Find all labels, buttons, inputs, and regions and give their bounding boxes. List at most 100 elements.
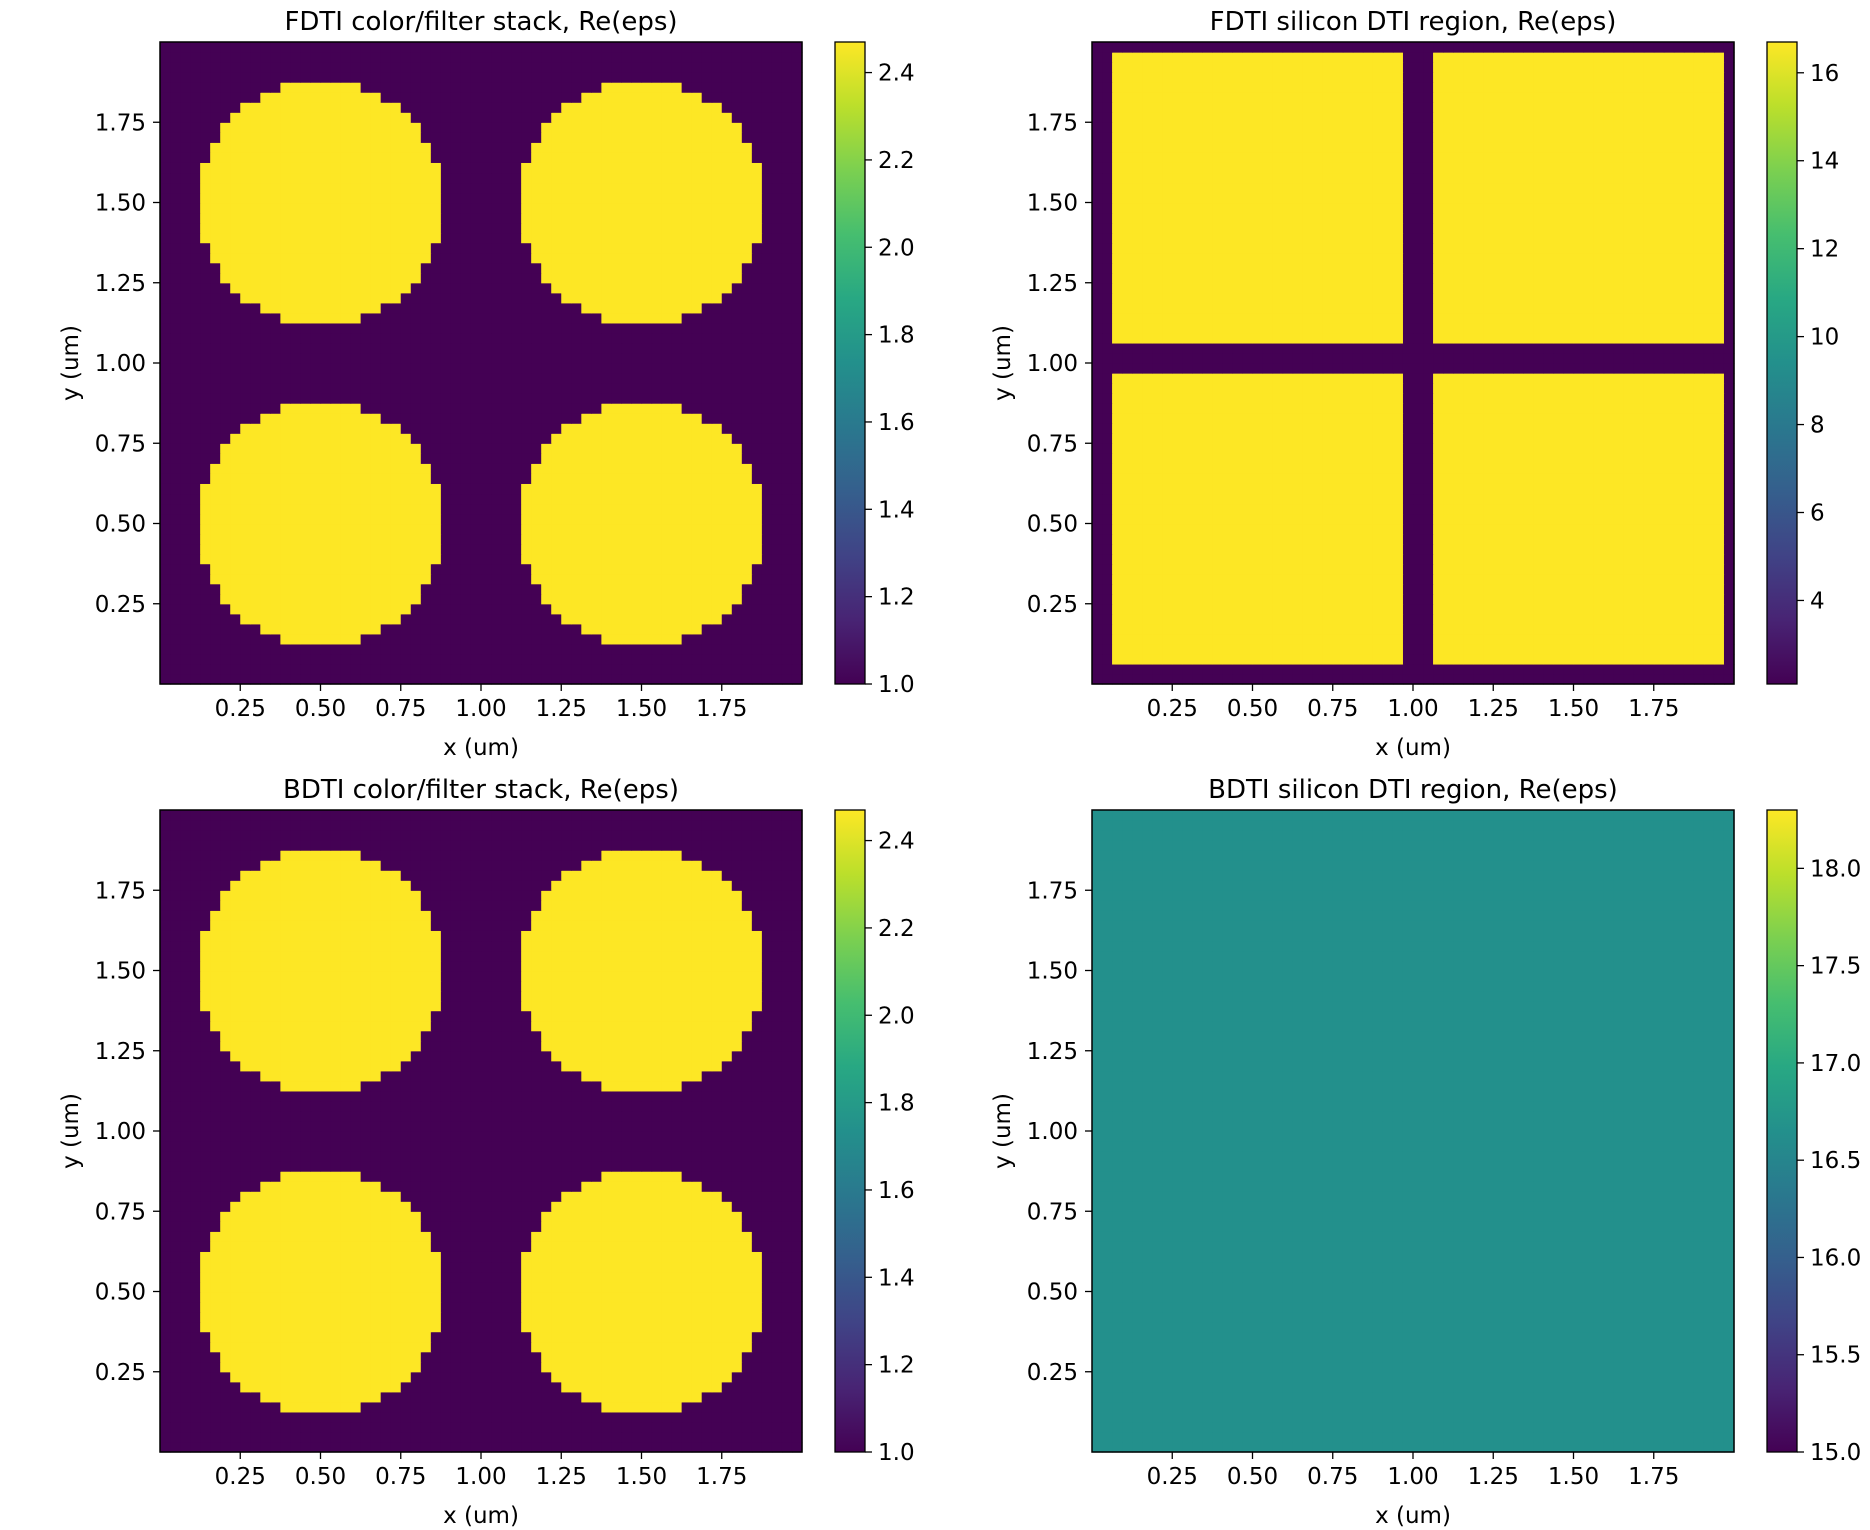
heatmap-cell xyxy=(722,172,733,183)
heatmap-cell xyxy=(742,644,753,655)
heatmap-cell xyxy=(381,614,392,625)
heatmap-cell xyxy=(401,513,412,524)
heatmap-cell xyxy=(170,323,181,334)
heatmap-cell xyxy=(752,323,763,334)
heatmap-cell xyxy=(341,162,352,173)
heatmap-cell xyxy=(541,453,552,464)
heatmap-cell xyxy=(662,182,673,193)
heatmap-cell xyxy=(1493,614,1504,625)
heatmap-cell xyxy=(300,483,311,494)
heatmap-cell xyxy=(391,574,402,585)
heatmap-cell xyxy=(421,393,432,404)
heatmap-cell xyxy=(722,634,733,645)
heatmap-cell xyxy=(331,413,342,424)
heatmap-cell xyxy=(270,373,281,384)
heatmap-cell xyxy=(722,333,733,344)
heatmap-cell xyxy=(722,122,733,133)
heatmap-cell xyxy=(321,283,332,294)
heatmap-cell xyxy=(611,604,622,615)
heatmap-cell xyxy=(220,584,231,595)
heatmap-cell xyxy=(1694,674,1705,685)
heatmap-cell xyxy=(180,102,191,113)
heatmap-cell xyxy=(431,273,442,284)
heatmap-cell xyxy=(581,52,592,63)
heatmap-cell xyxy=(1142,664,1153,675)
heatmap-cell xyxy=(210,664,221,675)
heatmap-cell xyxy=(341,594,352,605)
heatmap-cell xyxy=(571,82,582,93)
heatmap-cell xyxy=(621,243,632,254)
heatmap-cell xyxy=(511,263,522,274)
heatmap-cell xyxy=(250,92,261,103)
heatmap-cell xyxy=(1614,584,1625,595)
heatmap-cell xyxy=(1092,664,1103,675)
heatmap-cell xyxy=(702,393,713,404)
heatmap-cell xyxy=(451,323,462,334)
heatmap-cell xyxy=(571,363,582,374)
heatmap-cell xyxy=(371,654,382,665)
heatmap-cell xyxy=(1584,564,1595,575)
x-tick-label: 1.75 xyxy=(696,696,747,722)
heatmap-cell xyxy=(531,62,542,73)
heatmap-cell xyxy=(792,393,803,404)
heatmap-cell xyxy=(401,263,412,274)
heatmap-cell xyxy=(722,674,733,685)
heatmap-cell xyxy=(782,463,793,474)
heatmap-cell xyxy=(521,413,532,424)
heatmap-cell xyxy=(531,112,542,123)
heatmap-cell xyxy=(431,112,442,123)
heatmap-cell xyxy=(591,463,602,474)
heatmap-cell xyxy=(371,534,382,545)
heatmap-cell xyxy=(190,544,201,555)
heatmap-cell xyxy=(1423,584,1434,595)
heatmap-cell xyxy=(621,213,632,224)
heatmap-cell xyxy=(371,72,382,83)
heatmap-cell xyxy=(621,182,632,193)
heatmap-cell xyxy=(611,534,622,545)
heatmap-cell xyxy=(742,253,753,264)
colorbar-gradient xyxy=(835,42,865,684)
heatmap-cell xyxy=(160,594,171,605)
heatmap-cell xyxy=(1333,594,1344,605)
heatmap-cell xyxy=(180,82,191,93)
heatmap-cell xyxy=(361,353,372,364)
heatmap-cell xyxy=(662,664,673,675)
heatmap-cell xyxy=(461,634,472,645)
heatmap-cell xyxy=(652,544,663,555)
heatmap-cell xyxy=(611,112,622,123)
heatmap-cell xyxy=(1273,634,1284,645)
heatmap-cell xyxy=(652,423,663,434)
heatmap-cell xyxy=(511,223,522,234)
heatmap-cell xyxy=(501,92,512,103)
heatmap-cell xyxy=(682,534,693,545)
heatmap-cell xyxy=(230,92,241,103)
heatmap-cell xyxy=(1212,654,1223,665)
heatmap-cell xyxy=(1604,634,1615,645)
heatmap-cell xyxy=(601,393,612,404)
heatmap-cell xyxy=(230,353,241,364)
heatmap-cell xyxy=(621,263,632,274)
heatmap-cell xyxy=(752,483,763,494)
heatmap-cell xyxy=(310,544,321,555)
heatmap-cell xyxy=(200,223,211,234)
heatmap-cell xyxy=(441,82,452,93)
heatmap-cell xyxy=(240,112,251,123)
heatmap-cell xyxy=(220,203,231,214)
heatmap-cell xyxy=(401,172,412,183)
heatmap-cell xyxy=(712,503,723,514)
heatmap-cell xyxy=(421,132,432,143)
heatmap-cell xyxy=(1493,604,1504,615)
heatmap-cell xyxy=(260,82,271,93)
heatmap-cell xyxy=(230,443,241,454)
heatmap-cell xyxy=(561,243,572,254)
heatmap-cell xyxy=(451,664,462,675)
heatmap-cell xyxy=(1574,574,1585,585)
heatmap-cell xyxy=(571,243,582,254)
heatmap-cell xyxy=(621,513,632,524)
heatmap-cell xyxy=(200,383,211,394)
heatmap-cell xyxy=(581,463,592,474)
heatmap-cell xyxy=(351,423,362,434)
heatmap-cell xyxy=(331,594,342,605)
heatmap-cell xyxy=(1222,564,1233,575)
heatmap-cell xyxy=(180,373,191,384)
